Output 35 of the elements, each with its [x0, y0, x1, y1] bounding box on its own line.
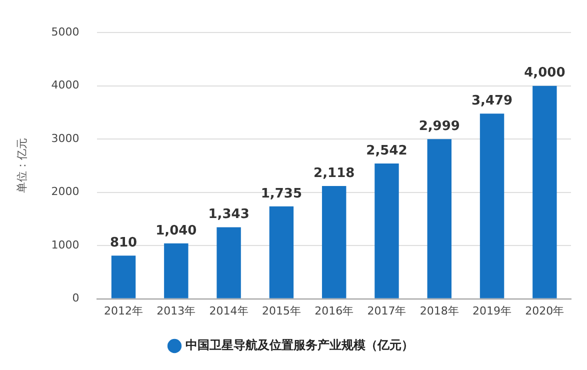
bar [322, 186, 346, 298]
bar [111, 256, 136, 298]
bar [164, 243, 188, 298]
x-tick-label: 2018年 [420, 304, 459, 318]
y-tick-label: 3000 [51, 132, 80, 145]
data-label: 3,479 [471, 93, 513, 108]
x-tick-label: 2013年 [156, 304, 196, 318]
y-tick-label: 0 [72, 292, 80, 305]
data-label: 4,000 [524, 66, 566, 81]
bar [427, 139, 452, 298]
x-tick-label: 2019年 [472, 304, 512, 318]
x-tick-label: 2017年 [367, 304, 406, 318]
y-axis-title: 单位：亿元 [15, 138, 28, 194]
y-tick-label: 1000 [51, 238, 80, 252]
data-label: 810 [110, 236, 138, 251]
y-tick-label: 4000 [51, 78, 80, 92]
y-tick-label: 5000 [51, 25, 80, 38]
data-label: 2,542 [366, 143, 408, 158]
y-tick-label: 2000 [51, 185, 80, 198]
x-tick-label: 2020年 [525, 304, 564, 318]
data-label: 2,118 [314, 166, 355, 181]
x-tick-label: 2015年 [262, 304, 301, 318]
data-label: 1,040 [156, 223, 197, 238]
legend-label: 中国卫星导航及位置服务产业规模（亿元） [186, 338, 414, 352]
x-tick-label: 2016年 [314, 304, 354, 318]
bar [269, 206, 294, 298]
bar [480, 114, 504, 298]
bar [216, 227, 241, 298]
x-tick-label: 2012年 [104, 304, 144, 318]
bar [374, 163, 399, 298]
x-tick-label: 2014年 [209, 304, 248, 318]
data-label: 1,735 [260, 186, 302, 202]
bar [532, 86, 557, 298]
data-label: 1,343 [208, 207, 250, 222]
data-label: 2,999 [418, 119, 460, 134]
